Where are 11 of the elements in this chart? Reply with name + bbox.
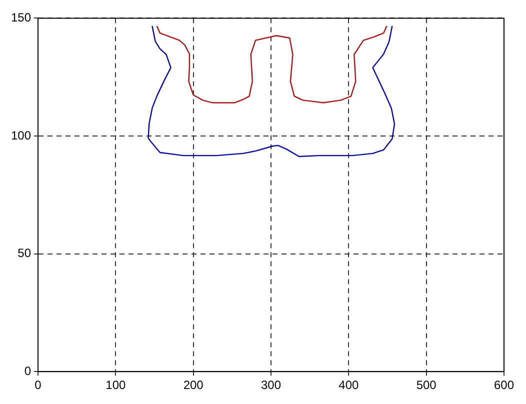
y-tick-label: 50 bbox=[18, 246, 32, 260]
x-tick-label: 0 bbox=[34, 378, 42, 392]
x-tick-label: 100 bbox=[106, 378, 126, 392]
x-tick-label: 200 bbox=[183, 378, 204, 392]
y-tick-label: 150 bbox=[10, 10, 32, 25]
y-tick-label: 100 bbox=[10, 128, 32, 142]
x-tick-label: 600 bbox=[494, 378, 514, 392]
x-tick-label: 400 bbox=[338, 378, 360, 392]
x-tick-label: 500 bbox=[416, 378, 437, 392]
y-tick-label: 0 bbox=[24, 364, 32, 378]
x-tick-label: 300 bbox=[260, 378, 282, 392]
